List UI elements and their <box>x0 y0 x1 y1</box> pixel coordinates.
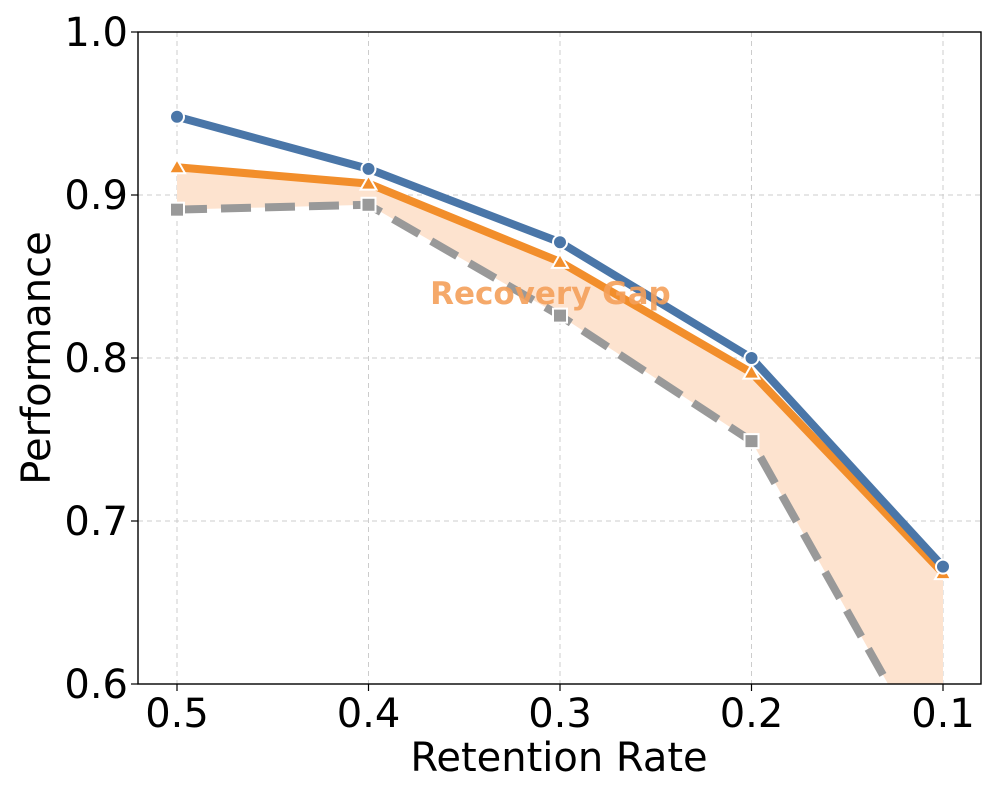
marker-top-1 <box>360 160 377 177</box>
marker-pruned-3 <box>743 433 760 450</box>
y-axis-title: Performance <box>14 231 60 484</box>
x-tick-label-1: 0.4 <box>337 691 401 737</box>
marker-pruned-0 <box>169 201 185 218</box>
marker-recovered-0 <box>167 157 187 175</box>
series-group <box>167 108 953 789</box>
marker-top-0 <box>169 108 185 125</box>
y-tick-label-1: 0.7 <box>64 499 128 545</box>
recovery-gap-annotation: Recovery Gap <box>430 276 671 312</box>
marker-top-3 <box>743 350 760 366</box>
marker-pruned-2 <box>552 307 568 324</box>
y-tick-label-4: 1.0 <box>64 10 128 56</box>
marker-recovered-1 <box>358 173 379 191</box>
recovery-gap-fill <box>177 167 943 684</box>
marker-pruned-1 <box>360 196 377 213</box>
y-tick-label-0: 0.6 <box>64 662 128 708</box>
marker-recovered-2 <box>550 251 570 269</box>
axis-ticks: 0.5 0.4 0.3 0.2 0.1 0.6 0.7 0.8 0.9 1.0 <box>64 10 974 737</box>
x-tick-label-3: 0.2 <box>720 691 784 737</box>
marker-top-4 <box>935 558 951 575</box>
y-tick-label-3: 0.9 <box>64 173 128 219</box>
marker-recovered-3 <box>741 362 762 380</box>
y-tick-label-2: 0.8 <box>64 336 128 382</box>
x-tick-label-4: 0.1 <box>911 691 975 737</box>
x-tick-label-0: 0.5 <box>145 691 209 737</box>
x-axis-title: Retention Rate <box>410 735 707 781</box>
marker-top-2 <box>552 234 568 251</box>
marker-pruned-4 <box>936 775 950 789</box>
x-tick-label-2: 0.3 <box>528 691 592 737</box>
fill-region-group <box>177 167 943 684</box>
